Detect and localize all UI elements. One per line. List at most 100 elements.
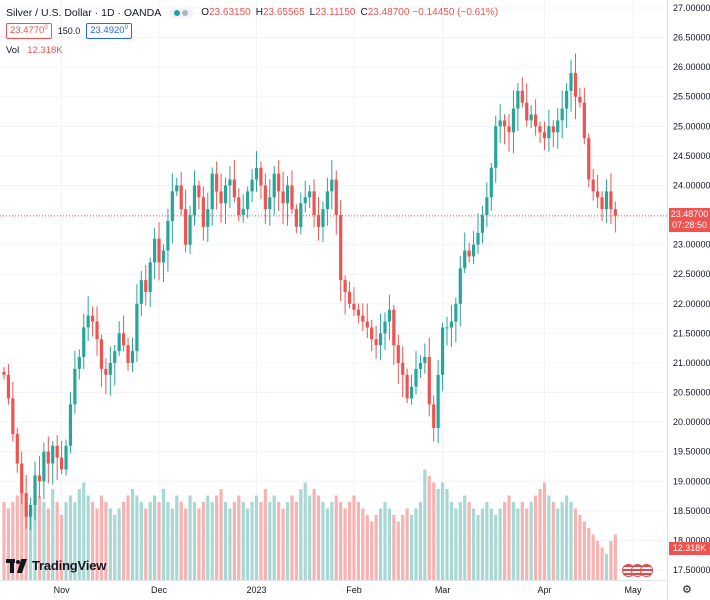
volume-bar <box>534 495 538 580</box>
volume-legend[interactable]: Vol 12.318K <box>6 42 501 59</box>
x-tick-label: 2023 <box>246 585 266 595</box>
candle <box>405 368 409 404</box>
volume-bar <box>582 521 586 580</box>
volume-bar <box>489 508 493 580</box>
volume-bar <box>144 508 148 580</box>
candle <box>409 374 414 405</box>
volume-bar <box>117 508 121 580</box>
candle <box>55 435 59 481</box>
buy-button[interactable]: 23.49200 <box>86 23 132 39</box>
candle <box>219 173 223 223</box>
candle <box>64 439 68 476</box>
volume-bar <box>77 489 81 580</box>
time-axis[interactable]: NovDec2023FebMarAprMayJun <box>0 580 710 596</box>
volume-bar <box>210 502 214 580</box>
volume-bar <box>418 502 423 580</box>
volume-bar <box>37 495 42 580</box>
ohlc-high-label: H <box>255 7 263 18</box>
y-tick-label: 18.50000 <box>673 506 710 516</box>
y-tick-label: 25.00000 <box>673 121 710 131</box>
candle <box>241 194 245 223</box>
buy-price-sup: 0 <box>124 25 128 32</box>
candle <box>556 108 560 149</box>
candle <box>480 205 485 244</box>
settings-gear-icon[interactable]: ⚙ <box>682 584 692 596</box>
volume-bar <box>361 508 365 580</box>
volume-bar <box>2 502 6 580</box>
candle <box>294 204 298 234</box>
candle <box>299 192 303 235</box>
volume-bar <box>179 502 183 580</box>
candle <box>436 359 440 444</box>
volume-bar <box>463 495 467 580</box>
candle <box>82 313 86 370</box>
volume-bar <box>449 502 454 580</box>
volume-bar <box>272 495 276 580</box>
volume-bar <box>401 515 405 580</box>
candle <box>520 77 524 108</box>
candle <box>356 303 360 324</box>
volume-bar <box>59 515 64 580</box>
tradingview-logo[interactable]: TradingView <box>6 558 106 573</box>
candle <box>347 281 352 309</box>
candle <box>392 304 396 365</box>
candle <box>259 161 263 200</box>
candle <box>254 151 259 192</box>
volume-bar <box>334 495 338 580</box>
candle <box>325 177 329 226</box>
x-tick-label: Mar <box>435 585 451 595</box>
candle <box>365 303 369 339</box>
candle <box>91 306 95 337</box>
candle <box>587 133 591 188</box>
volume-bar <box>139 502 143 580</box>
volume-bar <box>20 489 24 580</box>
volume-bar <box>387 508 392 580</box>
candle <box>201 186 205 241</box>
candle <box>414 350 418 395</box>
symbol-title[interactable]: Silver / U.S. Dollar · 1D · OANDA <box>6 6 162 19</box>
events-markers[interactable] <box>622 564 653 577</box>
volume-bar <box>396 521 400 580</box>
volume-bar <box>161 489 166 580</box>
candle <box>246 186 250 219</box>
ohlc-open-value: 23.63150 <box>208 7 251 18</box>
candle <box>352 287 356 316</box>
sell-button[interactable]: 23.47700 <box>6 23 52 39</box>
candle <box>542 121 547 151</box>
volume-bar <box>157 502 161 580</box>
volume-bar <box>374 515 378 580</box>
candle <box>303 180 307 213</box>
candle <box>600 191 604 222</box>
volume-bar <box>82 482 86 580</box>
candle <box>312 179 316 228</box>
volume-bar <box>299 489 303 580</box>
volume-bar <box>148 502 152 580</box>
chart-grid <box>0 0 667 580</box>
candle <box>458 256 462 327</box>
volume-bar <box>578 515 582 580</box>
volume-bar <box>529 502 533 580</box>
candle <box>445 316 449 346</box>
candle <box>188 205 192 254</box>
volume-bar <box>135 495 139 580</box>
volume-bar <box>565 495 569 580</box>
price-axis[interactable]: 17.50000 18.00000 18.50000 19.00000 19.50000… <box>667 0 710 600</box>
volume-bar <box>153 495 157 580</box>
candle <box>565 83 569 129</box>
volume-bar <box>423 469 427 580</box>
ohlc-low-label: L <box>309 7 316 18</box>
volume-bar <box>268 502 272 580</box>
volume-bar <box>312 489 316 580</box>
candle <box>237 188 241 222</box>
y-tick-label: 17.50000 <box>673 565 710 575</box>
status-indicator[interactable] <box>169 7 194 18</box>
candle <box>582 87 586 145</box>
volume-bar <box>294 502 298 580</box>
volume-bar <box>206 495 210 580</box>
volume-bar <box>485 502 489 580</box>
volume-bar <box>192 502 197 580</box>
candle <box>42 442 46 500</box>
candle <box>330 160 334 210</box>
candle <box>6 364 11 405</box>
